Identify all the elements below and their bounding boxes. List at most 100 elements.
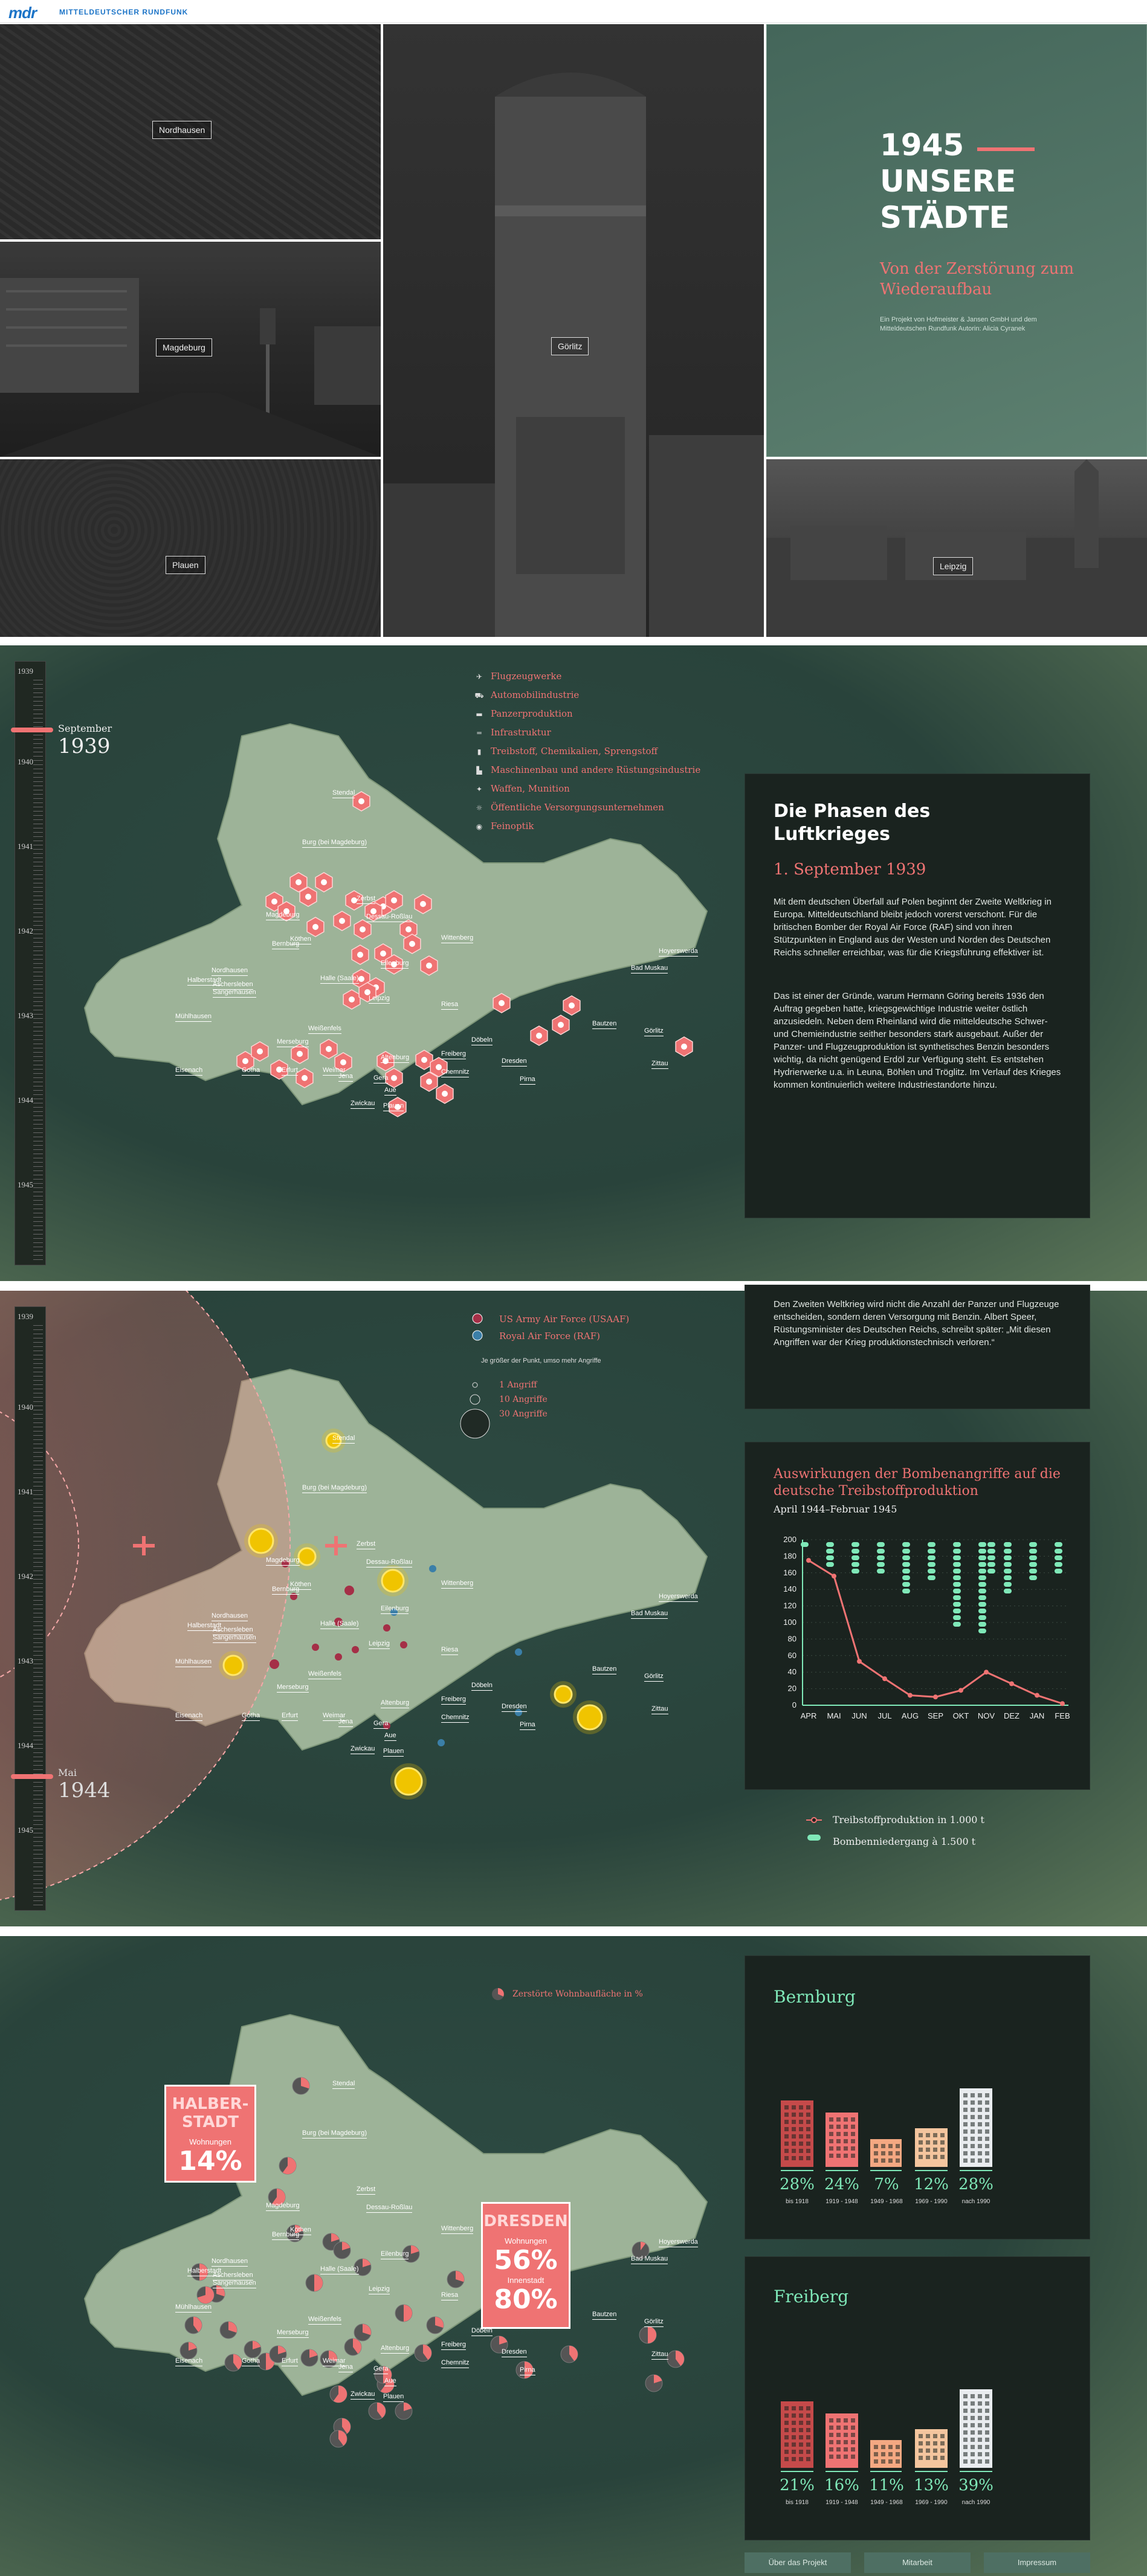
destruction-pie[interactable] — [344, 2338, 362, 2356]
tile-plauen[interactable]: Plauen — [0, 459, 381, 637]
target-marker[interactable] — [296, 1068, 314, 1088]
target-marker[interactable] — [289, 872, 308, 893]
city-label-magdeburg[interactable]: Magdeburg — [156, 338, 212, 357]
target-marker[interactable] — [277, 901, 296, 922]
destruction-pie[interactable] — [286, 2224, 304, 2242]
destruction-pie[interactable] — [426, 2316, 444, 2334]
destruction-pie[interactable] — [190, 2263, 208, 2281]
attack-dot[interactable] — [334, 1618, 343, 1626]
destruction-pie[interactable] — [224, 2354, 242, 2372]
fuel-point[interactable] — [958, 1688, 963, 1693]
target-marker[interactable] — [385, 1068, 403, 1088]
callout-halberstadt[interactable]: HALBER-STADT Wohnungen 14% — [164, 2085, 256, 2183]
target-marker[interactable] — [358, 982, 376, 1002]
target-marker[interactable] — [306, 917, 325, 937]
destruction-pie[interactable] — [269, 2345, 287, 2363]
destruction-pie[interactable] — [368, 2402, 386, 2420]
target-marker[interactable] — [334, 1052, 352, 1073]
timeline-year[interactable]: 1940 — [18, 1403, 33, 1412]
footer-link-team[interactable]: Mitarbeit — [864, 2552, 971, 2573]
attack-dot[interactable] — [390, 1609, 398, 1616]
fuel-point[interactable] — [1009, 1681, 1014, 1687]
tile-goerlitz[interactable]: Görlitz — [383, 24, 764, 637]
destruction-pie[interactable] — [447, 2270, 465, 2288]
mdr-logo[interactable]: mdr — [8, 4, 37, 22]
target-marker[interactable] — [420, 1071, 438, 1092]
attack-dot[interactable] — [383, 1624, 390, 1632]
attack-dot[interactable] — [270, 1659, 279, 1669]
timeline-year[interactable]: 1943 — [18, 1656, 33, 1665]
target-marker[interactable] — [385, 954, 403, 975]
destruction-pie[interactable] — [184, 2316, 202, 2334]
destruction-pie[interactable] — [374, 2366, 392, 2384]
attack-dot[interactable] — [377, 1565, 409, 1596]
attack-dot[interactable] — [515, 1648, 522, 1656]
fuel-point[interactable] — [857, 1659, 862, 1664]
tile-magdeburg[interactable]: Magdeburg — [0, 242, 381, 457]
attack-dot[interactable] — [573, 1700, 607, 1734]
attack-dot[interactable] — [321, 1428, 346, 1453]
destruction-pie[interactable] — [279, 2157, 297, 2175]
destruction-pie[interactable] — [196, 2286, 215, 2304]
destruction-pie[interactable] — [632, 2241, 650, 2259]
target-marker[interactable] — [436, 1083, 454, 1104]
attack-dot[interactable] — [550, 1681, 577, 1708]
target-marker[interactable] — [414, 894, 432, 914]
destruction-pie[interactable] — [667, 2350, 685, 2368]
target-marker[interactable] — [552, 1015, 570, 1035]
brand-name[interactable]: MITTELDEUTSCHER RUNDFUNK — [59, 8, 189, 16]
timeline[interactable]: 1939 1940 1941 1942 1943 1944 1945 — [15, 1306, 46, 1911]
attack-dot[interactable] — [352, 1646, 359, 1653]
target-marker[interactable] — [430, 1057, 448, 1077]
fuel-point[interactable] — [1035, 1693, 1039, 1698]
target-marker[interactable] — [403, 934, 421, 954]
destruction-pie[interactable] — [329, 2430, 347, 2448]
fuel-point[interactable] — [882, 1676, 887, 1682]
destruction-pie[interactable] — [354, 2258, 372, 2276]
fuel-point[interactable] — [984, 1670, 989, 1675]
callout-dresden[interactable]: DRESDEN Wohnungen 56% Innenstadt 80% — [481, 2202, 570, 2329]
target-marker[interactable] — [351, 944, 369, 965]
target-marker[interactable] — [251, 1041, 269, 1062]
attack-dot[interactable] — [290, 1593, 297, 1600]
destruction-pie[interactable] — [639, 2326, 657, 2344]
target-marker[interactable] — [320, 1039, 338, 1059]
city-label-nordhausen[interactable]: Nordhausen — [152, 121, 212, 139]
destruction-pie[interactable] — [490, 2336, 508, 2354]
attack-dot[interactable] — [244, 1524, 278, 1558]
destruction-pie[interactable] — [179, 2342, 198, 2360]
destruction-pie[interactable] — [402, 2245, 420, 2263]
timeline-year[interactable]: 1942 — [18, 1572, 33, 1581]
destruction-pie[interactable] — [354, 2323, 372, 2342]
destruction-pie[interactable] — [395, 2304, 413, 2322]
target-marker[interactable] — [389, 1097, 407, 1117]
attack-dot[interactable] — [400, 1641, 407, 1648]
timeline-year[interactable]: 1945 — [18, 1825, 33, 1835]
attack-dot[interactable] — [344, 1586, 354, 1595]
fuel-point[interactable] — [832, 1574, 836, 1579]
timeline[interactable]: 1939 1940 1941 1942 1943 1944 1945 — [15, 661, 46, 1265]
attack-dot[interactable] — [294, 1543, 320, 1570]
city-label-plauen[interactable]: Plauen — [166, 556, 205, 574]
destruction-pie[interactable] — [244, 2340, 262, 2358]
fuel-point[interactable] — [908, 1693, 913, 1698]
destruction-pie[interactable] — [560, 2345, 578, 2363]
tile-nordhausen[interactable]: Nordhausen — [0, 24, 381, 239]
attack-dot[interactable] — [438, 1739, 445, 1746]
destruction-pie[interactable] — [219, 2321, 237, 2339]
footer-link-about[interactable]: Über das Projekt — [745, 2552, 851, 2573]
target-marker[interactable] — [563, 995, 581, 1016]
attack-dot[interactable] — [429, 1565, 436, 1572]
city-label-goerlitz[interactable]: Görlitz — [551, 337, 589, 355]
city-label-leipzig[interactable]: Leipzig — [933, 557, 974, 575]
destruction-pie[interactable] — [329, 2385, 347, 2403]
timeline-year[interactable]: 1944 — [18, 1741, 33, 1750]
timeline-year[interactable]: 1939 — [18, 1312, 33, 1321]
timeline-year[interactable]: 1944 — [18, 1096, 33, 1105]
target-marker[interactable] — [270, 1059, 288, 1080]
timeline-year[interactable]: 1939 — [18, 667, 33, 676]
timeline-year[interactable]: 1942 — [18, 926, 33, 935]
target-marker[interactable] — [675, 1036, 693, 1057]
destruction-pie[interactable] — [333, 2241, 351, 2259]
destruction-pie[interactable] — [320, 2350, 338, 2368]
